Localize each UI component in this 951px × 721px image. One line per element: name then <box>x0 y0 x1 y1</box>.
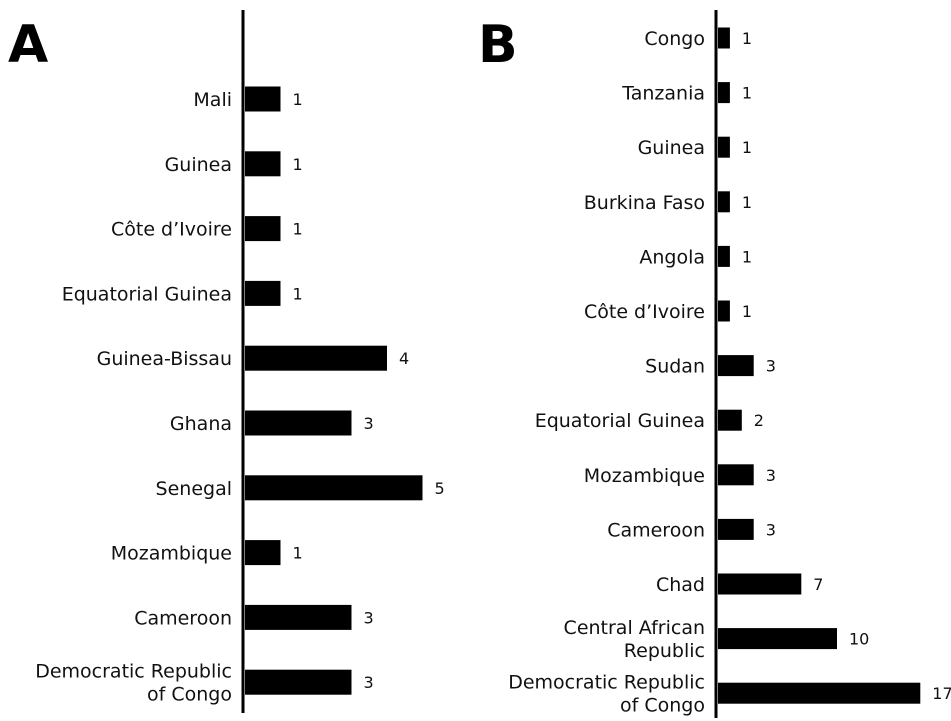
panel-a-bar-7 <box>245 540 281 566</box>
panel-a-bar-6 <box>245 475 423 501</box>
panel-b-value-label-3: 1 <box>742 193 752 212</box>
panel-b-category-label-8: Mozambique <box>584 465 705 487</box>
panel-b-bar-9 <box>718 518 754 540</box>
panel-b-bar-1 <box>718 82 730 104</box>
panel-b-value-label-0: 1 <box>742 29 752 48</box>
panel-a-value-label-9: 3 <box>364 673 374 692</box>
panel-b-bar-2 <box>718 136 730 158</box>
panel-a-value-label-3: 1 <box>293 284 303 303</box>
panel-b-bar-5 <box>718 300 730 322</box>
panel-b-value-label-5: 1 <box>742 302 752 321</box>
panel-a-category-label-9-line-0: Democratic Republic <box>35 661 232 683</box>
panel-a-category-label-2: Côte d’Ivoire <box>111 219 232 241</box>
panel-b-bar-3 <box>718 191 730 213</box>
panel-b: B 1 Congo 1 Tanzania 1 Guinea 1 Burkina Faso 1 An… <box>478 10 951 718</box>
panel-a-value-label-0: 1 <box>293 90 303 109</box>
panel-b-bar-8 <box>718 464 754 486</box>
panel-a-value-label-5: 3 <box>364 414 374 433</box>
panel-a-category-label-7: Mozambique <box>111 543 232 565</box>
panel-a-bar-4 <box>245 345 387 371</box>
panel-b-category-label-5: Côte d’Ivoire <box>584 301 705 323</box>
panel-a-bar-1 <box>245 151 281 177</box>
panel-b-value-label-7: 2 <box>754 411 764 430</box>
panel-a-category-label-3: Equatorial Guinea <box>62 283 232 305</box>
panel-a: A 1 Mali 1 Guinea 1 Côte d’Ivoire 1 Equatorial … <box>8 10 445 713</box>
panel-a-value-label-2: 1 <box>293 220 303 239</box>
panel-b-category-label-11-line-1: Republic <box>624 640 705 662</box>
panel-b-value-label-12: 17 <box>932 684 951 703</box>
panel-b-category-label-7: Equatorial Guinea <box>535 410 705 432</box>
panel-a-category-label-4: Guinea-Bissau <box>97 348 232 370</box>
panel-b-category-label-4: Angola <box>639 246 705 268</box>
panel-a-category-label-0: Mali <box>193 89 232 111</box>
panel-a-category-label-9-line-1: of Congo <box>147 684 232 706</box>
panel-b-category-label-10: Chad <box>656 574 705 596</box>
panel-b-value-label-10: 7 <box>813 575 823 594</box>
panel-b-bar-6 <box>718 355 754 377</box>
panel-b-category-label-12-line-0: Democratic Republic <box>508 672 705 694</box>
panel-b-category-label-6: Sudan <box>645 356 705 378</box>
panel-a-value-label-6: 5 <box>435 479 445 498</box>
panel-b-category-label-3: Burkina Faso <box>584 192 705 214</box>
panel-a-bar-2 <box>245 216 281 242</box>
panel-b-category-label-2: Guinea <box>638 137 705 159</box>
panel-b-label: B <box>478 15 518 75</box>
panel-b-category-label-11-line-0: Central African <box>564 617 705 639</box>
panel-b-value-label-4: 1 <box>742 247 752 266</box>
panel-a-value-label-7: 1 <box>293 544 303 563</box>
panel-a-value-label-8: 3 <box>364 608 374 627</box>
panel-b-bar-10 <box>718 573 802 595</box>
panel-b-value-label-6: 3 <box>766 357 776 376</box>
panel-b-category-label-12-line-1: of Congo <box>620 695 705 717</box>
panel-a-category-label-5: Ghana <box>170 413 232 435</box>
panel-a-bar-9 <box>245 669 352 695</box>
panel-a-bar-0 <box>245 86 281 112</box>
panel-b-category-label-0: Congo <box>644 28 705 50</box>
panel-b-value-label-1: 1 <box>742 84 752 103</box>
panel-a-label: A <box>8 15 48 75</box>
panel-b-bar-12 <box>718 682 921 704</box>
panel-a-category-label-1: Guinea <box>165 154 232 176</box>
panel-b-bar-7 <box>718 409 742 431</box>
panel-b-value-label-2: 1 <box>742 138 752 157</box>
panel-a-value-label-1: 1 <box>293 155 303 174</box>
panel-a-bar-3 <box>245 280 281 306</box>
panel-b-value-label-8: 3 <box>766 466 776 485</box>
panel-b-bar-0 <box>718 27 730 49</box>
panel-a-value-label-4: 4 <box>399 349 409 368</box>
panel-b-category-label-9: Cameroon <box>607 519 705 541</box>
panel-b-bar-4 <box>718 245 730 267</box>
panel-a-bar-8 <box>245 604 352 630</box>
panel-a-category-label-8: Cameroon <box>134 607 232 629</box>
panel-a-category-label-6: Senegal <box>156 478 232 500</box>
panel-b-value-label-9: 3 <box>766 520 776 539</box>
panel-a-bar-5 <box>245 410 352 436</box>
panel-b-bar-11 <box>718 628 837 650</box>
panel-b-category-label-1: Tanzania <box>621 83 705 105</box>
panel-b-value-label-11: 10 <box>849 630 869 649</box>
